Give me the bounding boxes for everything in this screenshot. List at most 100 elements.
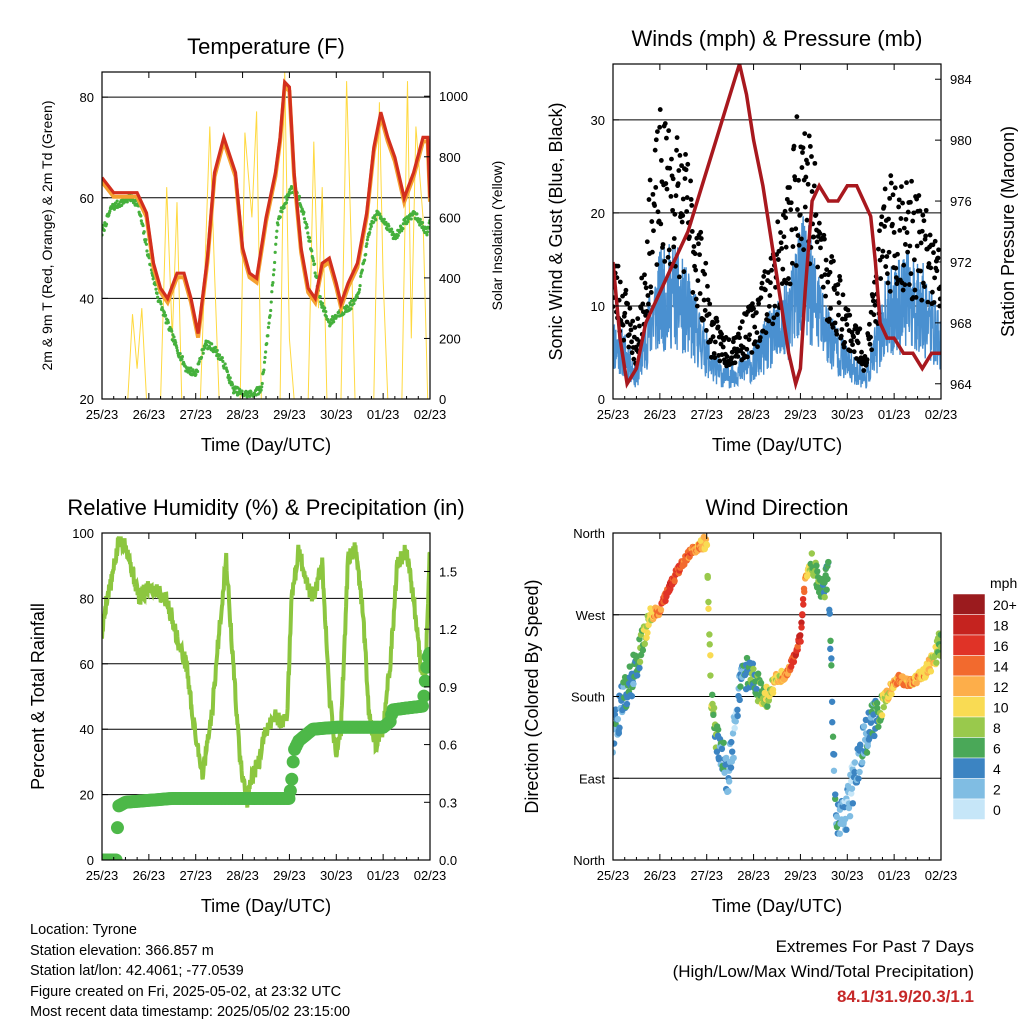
gust-point bbox=[697, 252, 702, 258]
precip-point bbox=[416, 699, 430, 713]
x-tick-label: 28/23 bbox=[226, 407, 259, 422]
y-right-tick-label: 976 bbox=[950, 194, 972, 209]
gust-point bbox=[814, 239, 820, 245]
gust-point bbox=[756, 301, 762, 307]
y-tick-label: 10 bbox=[591, 299, 605, 314]
dewpoint-point bbox=[221, 359, 225, 363]
gust-point bbox=[923, 233, 929, 239]
gust-point bbox=[744, 346, 750, 352]
gust-point bbox=[649, 249, 655, 255]
direction-point bbox=[936, 652, 941, 659]
direction-point bbox=[788, 663, 795, 670]
chart-title: Wind Direction bbox=[705, 495, 848, 520]
direction-point bbox=[851, 768, 858, 776]
gust-point bbox=[786, 276, 791, 281]
dewpoint-point bbox=[387, 224, 391, 228]
y-right-tick-label: 968 bbox=[950, 316, 972, 331]
gust-point bbox=[880, 248, 886, 254]
dewpoint-point bbox=[270, 290, 274, 294]
data-timestamp: Most recent data timestamp: 2025/05/02 2… bbox=[30, 1004, 351, 1020]
dewpoint-point bbox=[144, 238, 148, 242]
direction-point bbox=[706, 631, 713, 638]
gust-point bbox=[864, 357, 870, 363]
gust-point bbox=[850, 342, 855, 348]
direction-point bbox=[645, 621, 652, 629]
direction-point bbox=[643, 634, 650, 641]
gust-point bbox=[775, 257, 781, 262]
gust-point bbox=[823, 293, 828, 299]
gust-point bbox=[698, 236, 704, 241]
dewpoint-point bbox=[204, 343, 209, 347]
gust-point bbox=[900, 287, 906, 293]
gust-point bbox=[635, 316, 641, 322]
chart-title: Relative Humidity (%) & Precipitation (i… bbox=[67, 495, 464, 520]
dewpoint-point bbox=[268, 314, 272, 318]
gust-point bbox=[854, 356, 859, 361]
gust-point bbox=[688, 178, 693, 184]
direction-point bbox=[728, 748, 736, 755]
gust-point bbox=[925, 299, 931, 305]
dewpoint-point bbox=[262, 368, 266, 372]
dewpoint-point bbox=[262, 360, 267, 364]
dewpoint-point bbox=[311, 259, 316, 263]
y-axis-title: Sonic Wind & Gust (Blue, Black) bbox=[546, 102, 566, 360]
direction-point bbox=[626, 663, 633, 670]
y-axis-title: 2m & 9m T (Red, Orange) & 2m Td (Green) bbox=[39, 101, 55, 371]
gust-point bbox=[751, 306, 756, 312]
direction-point bbox=[623, 700, 631, 708]
gust-point bbox=[904, 180, 909, 186]
gust-point bbox=[719, 331, 724, 337]
direction-point bbox=[813, 562, 820, 569]
dewpoint-point bbox=[355, 295, 359, 299]
gust-point bbox=[690, 290, 696, 295]
dewpoint-point bbox=[240, 389, 244, 393]
colorbar-swatch bbox=[952, 696, 986, 718]
dewpoint-point bbox=[403, 219, 407, 223]
gust-point bbox=[655, 129, 660, 135]
direction-point bbox=[710, 711, 717, 719]
gust-point bbox=[812, 160, 818, 166]
dewpoint-point bbox=[364, 252, 368, 257]
humidity-chart: 25/23 26/23 27/23 28/23 29/23 30/23 01/23 02/23… bbox=[28, 495, 465, 916]
gust-point bbox=[870, 298, 876, 304]
direction-point bbox=[720, 739, 727, 746]
gust-point bbox=[801, 247, 807, 253]
dewpoint-point bbox=[125, 200, 129, 204]
winds-plot-area bbox=[613, 64, 941, 391]
gust-point bbox=[914, 243, 920, 249]
dewpoint-point bbox=[364, 244, 368, 248]
gust-point bbox=[787, 281, 793, 287]
dewpoint-point bbox=[260, 381, 264, 386]
gust-point bbox=[921, 218, 927, 224]
gust-point bbox=[893, 265, 899, 271]
gust-point bbox=[923, 207, 929, 213]
gust-point bbox=[885, 280, 891, 286]
gust-point bbox=[891, 230, 897, 235]
direction-point bbox=[615, 729, 623, 737]
precip-point bbox=[285, 772, 299, 786]
dewpoint-point bbox=[324, 314, 328, 319]
gust-point bbox=[839, 327, 845, 332]
dewpoint-point bbox=[230, 382, 235, 387]
dewpoint-point bbox=[151, 277, 155, 281]
dewpoint-point bbox=[178, 351, 182, 356]
dewpoint-point bbox=[324, 309, 328, 314]
gust-point bbox=[701, 317, 706, 323]
gust-point bbox=[903, 216, 909, 222]
gust-point bbox=[640, 301, 646, 307]
precip-point bbox=[418, 674, 430, 688]
direction-point bbox=[736, 696, 743, 704]
gust-point bbox=[673, 193, 679, 199]
gust-point bbox=[897, 228, 903, 233]
precip-series bbox=[102, 646, 430, 860]
gust-point bbox=[834, 291, 840, 296]
dewpoint-point bbox=[154, 287, 158, 291]
direction-point bbox=[846, 812, 854, 820]
direction-point bbox=[888, 690, 895, 698]
gust-point bbox=[838, 333, 844, 339]
gust-point bbox=[825, 279, 831, 285]
gust-point bbox=[691, 244, 697, 249]
dewpoint-point bbox=[248, 394, 252, 399]
gust-point bbox=[755, 344, 760, 350]
gust-point bbox=[916, 193, 922, 198]
